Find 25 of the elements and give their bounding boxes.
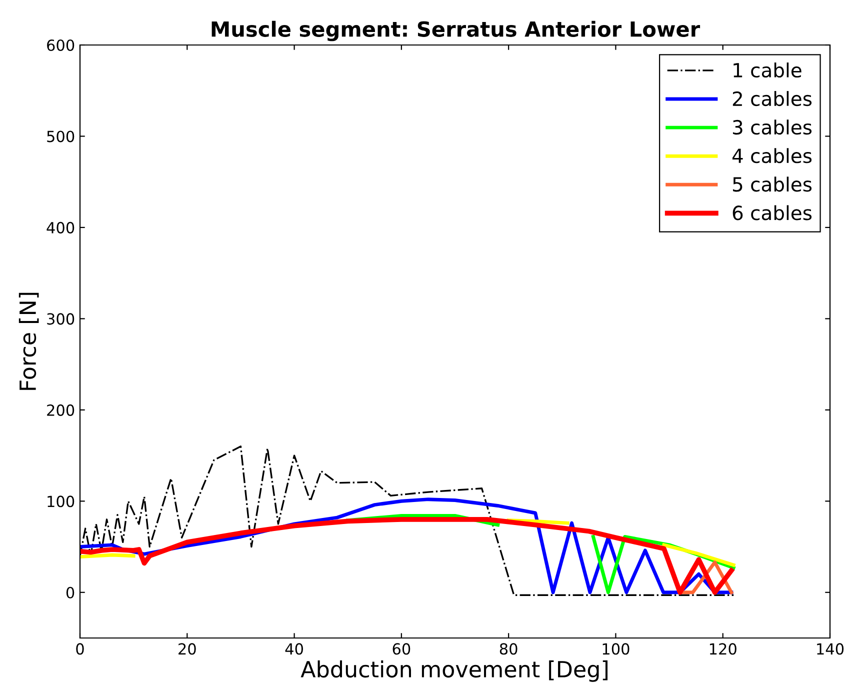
x-tick-label: 0 xyxy=(76,643,84,655)
legend-label: 6 cables xyxy=(732,205,812,220)
x-tick-label: 80 xyxy=(500,643,518,655)
x-axis-title: Abduction movement [Deg] xyxy=(300,660,608,682)
y-tick-label: 0 xyxy=(66,586,74,598)
x-tick-label: 140 xyxy=(817,643,844,655)
chart-title: Muscle segment: Serratus Anterior Lower xyxy=(212,20,700,42)
legend-label: 4 cables xyxy=(732,148,812,164)
x-tick-label: 60 xyxy=(392,643,410,655)
legend-label: 2 cables xyxy=(732,91,812,106)
line-series xyxy=(80,516,734,595)
y-tick-label: 300 xyxy=(47,313,74,325)
y-tick-label: 500 xyxy=(47,130,74,142)
y-tick-label: 100 xyxy=(48,496,74,508)
legend-label: 5 cables xyxy=(733,176,812,192)
x-tick-label: 20 xyxy=(178,643,196,655)
y-tick-label: 200 xyxy=(47,404,74,416)
legend-label: 3 cables xyxy=(732,120,812,135)
y-tick-label: 400 xyxy=(46,222,74,234)
x-tick-label: 120 xyxy=(710,643,736,655)
x-tick-label: 100 xyxy=(602,643,630,655)
legend-label: 1 cable xyxy=(734,62,802,78)
y-tick-label: 600 xyxy=(47,39,74,52)
x-tick-label: 40 xyxy=(285,643,303,655)
y-axis-title: Force [N] xyxy=(18,292,39,390)
